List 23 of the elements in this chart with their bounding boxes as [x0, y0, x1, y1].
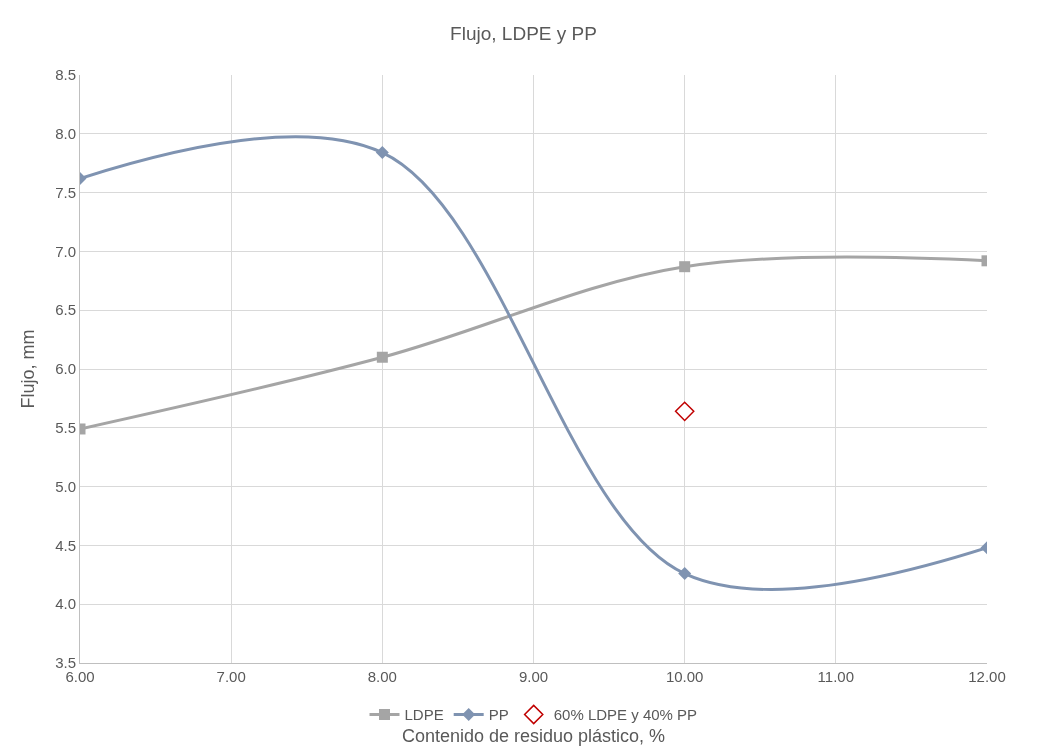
y-tick-label: 5.0	[55, 477, 76, 495]
x-tick-label: 8.00	[367, 668, 397, 685]
legend-label: PP	[488, 706, 509, 724]
x-tick-label: 7.00	[216, 668, 246, 685]
chart-title: Flujo, LDPE y PP	[450, 22, 597, 44]
y-tick-label: 6.5	[55, 301, 76, 319]
x-tick-label: 9.00	[518, 668, 549, 685]
y-tick-label: 8.0	[55, 125, 76, 143]
x-tick-label: 11.00	[817, 668, 855, 685]
x-tick-label: 10.00	[665, 668, 704, 685]
x-axis-title: Contenido de residuo plástico, %	[401, 726, 666, 747]
y-tick-label: 4.0	[55, 595, 76, 613]
legend-label: LDPE	[404, 706, 444, 724]
legend-label: 60% LDPE y 40% PP	[553, 706, 698, 724]
y-tick-label: 5.5	[55, 419, 76, 437]
y-tick-label: 7.0	[55, 242, 76, 260]
y-tick-label: 4.5	[55, 536, 76, 554]
y-tick-label: 6.0	[55, 360, 76, 378]
point	[674, 401, 695, 422]
x-tick-label: 12.00	[968, 668, 1006, 685]
y-tick-label: 8.5	[55, 66, 76, 84]
y-axis-title: Flujo, mm	[18, 329, 39, 409]
y-tick-label: 7.5	[55, 183, 76, 201]
